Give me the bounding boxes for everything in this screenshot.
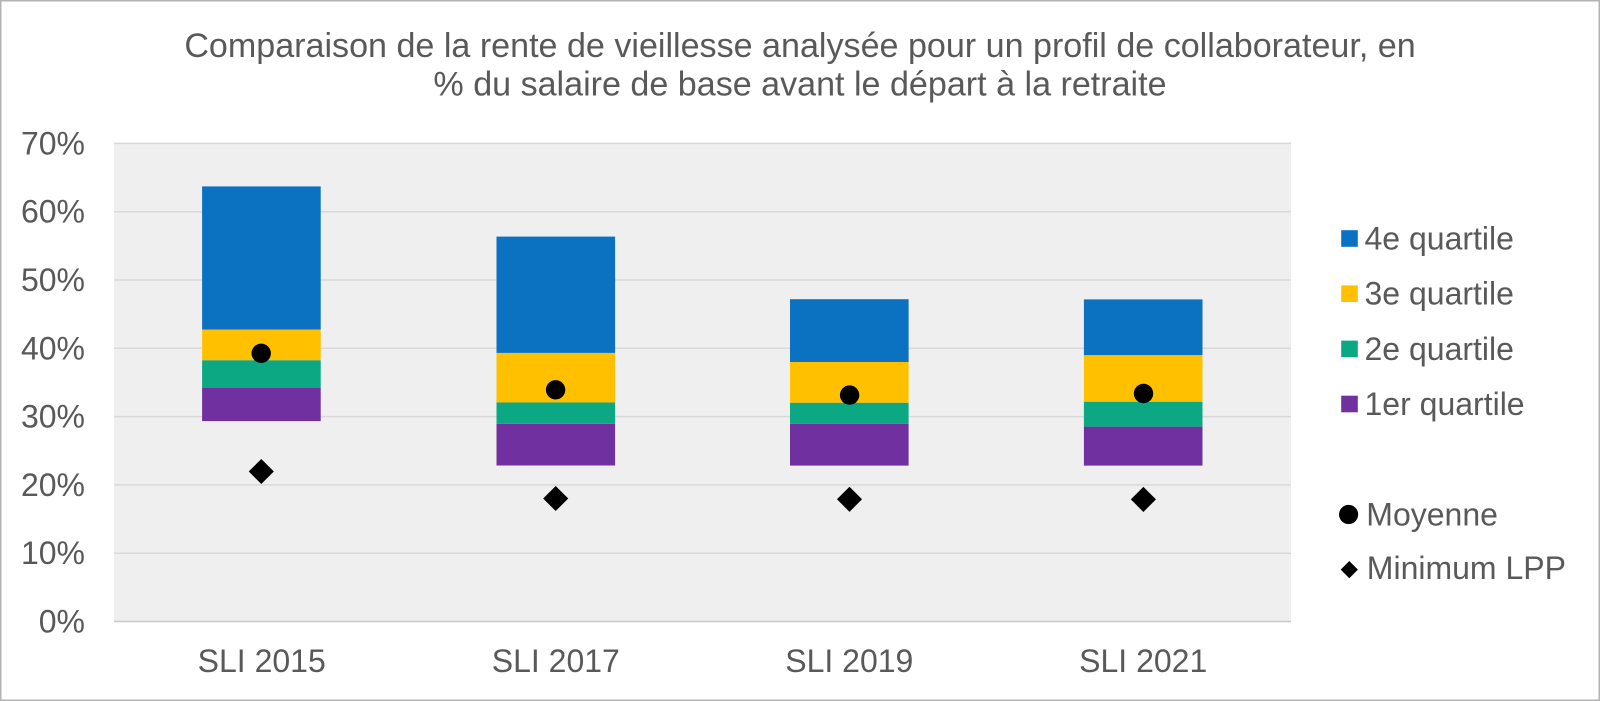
svg-text:SLI 2017: SLI 2017 [492,643,620,679]
svg-text:30%: 30% [21,399,85,435]
svg-text:SLI 2015: SLI 2015 [198,643,326,679]
svg-text:SLI 2021: SLI 2021 [1079,643,1207,679]
svg-text:4e quartile: 4e quartile [1365,220,1514,256]
svg-text:10%: 10% [21,535,85,571]
svg-text:60%: 60% [21,194,85,230]
svg-text:40%: 40% [21,330,85,366]
svg-text:Moyenne: Moyenne [1366,496,1498,532]
svg-text:0%: 0% [39,604,85,640]
svg-text:SLI 2019: SLI 2019 [785,643,913,679]
svg-text:20%: 20% [21,467,85,503]
svg-text:2e quartile: 2e quartile [1365,331,1514,367]
svg-text:1er quartile: 1er quartile [1365,386,1525,422]
svg-text:% du salaire de base avant le: % du salaire de base avant le départ à l… [433,66,1166,104]
svg-text:3e quartile: 3e quartile [1365,276,1514,312]
svg-text:70%: 70% [21,125,85,161]
svg-text:Minimum LPP: Minimum LPP [1367,550,1566,586]
svg-text:50%: 50% [21,262,85,298]
svg-text:Comparaison de la rente de vie: Comparaison de la rente de vieillesse an… [184,27,1415,65]
